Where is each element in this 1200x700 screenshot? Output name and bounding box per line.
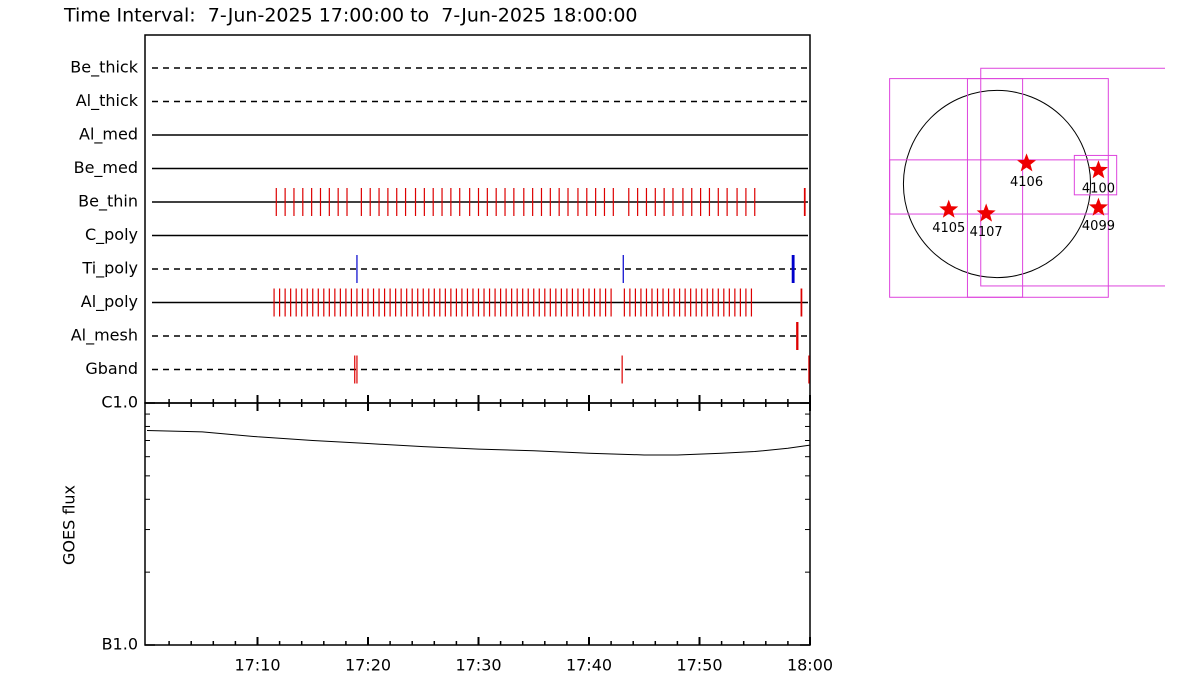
row-label: Al_med xyxy=(79,125,138,145)
star xyxy=(1088,197,1108,216)
fov-box xyxy=(889,159,1109,215)
row-label: Ti_poly xyxy=(81,259,138,279)
row-label: Al_mesh xyxy=(71,326,138,346)
star xyxy=(976,203,996,222)
y-axis-label: GOES flux xyxy=(60,485,79,565)
x-tick-label: 17:50 xyxy=(676,656,722,675)
star-label: 4105 xyxy=(932,221,965,236)
row-label: Al_thick xyxy=(76,91,139,111)
row-label: Be_thick xyxy=(70,58,138,78)
x-tick-label: 17:20 xyxy=(345,656,391,675)
row-label: Al_poly xyxy=(81,292,138,312)
y-tick-label: B1.0 xyxy=(102,635,138,654)
x-tick-label: 17:30 xyxy=(455,656,501,675)
map: 4105 4107 4106 4100 4099 xyxy=(889,67,1165,298)
solar-limb xyxy=(902,89,1092,279)
row-label: Be_med xyxy=(74,158,138,178)
star-label: 4106 xyxy=(1010,175,1043,190)
x-tick-label: 17:10 xyxy=(234,656,280,675)
row-label: Gband xyxy=(85,359,138,378)
star-label: 4099 xyxy=(1082,219,1115,234)
fov-box xyxy=(889,78,1109,298)
row-label: C_poly xyxy=(85,225,138,245)
fov-box xyxy=(966,78,1024,298)
lower-frame xyxy=(144,402,811,646)
fov-box xyxy=(980,67,1165,287)
star xyxy=(1017,153,1037,172)
star-label: 4107 xyxy=(970,225,1003,240)
star-label: 4100 xyxy=(1082,182,1115,197)
chart-title: Time Interval: 7-Jun-2025 17:00:00 to 7-… xyxy=(63,5,638,27)
y-tick-label: C1.0 xyxy=(101,393,138,412)
x-tick-label: 18:00 xyxy=(787,656,833,675)
row-label: Be_thin xyxy=(78,192,138,212)
star xyxy=(1088,160,1108,179)
fov-box xyxy=(1073,154,1118,196)
upper-frame xyxy=(144,34,811,404)
star xyxy=(939,199,959,218)
x-tick-label: 17:40 xyxy=(566,656,612,675)
goes-curve xyxy=(146,429,811,456)
